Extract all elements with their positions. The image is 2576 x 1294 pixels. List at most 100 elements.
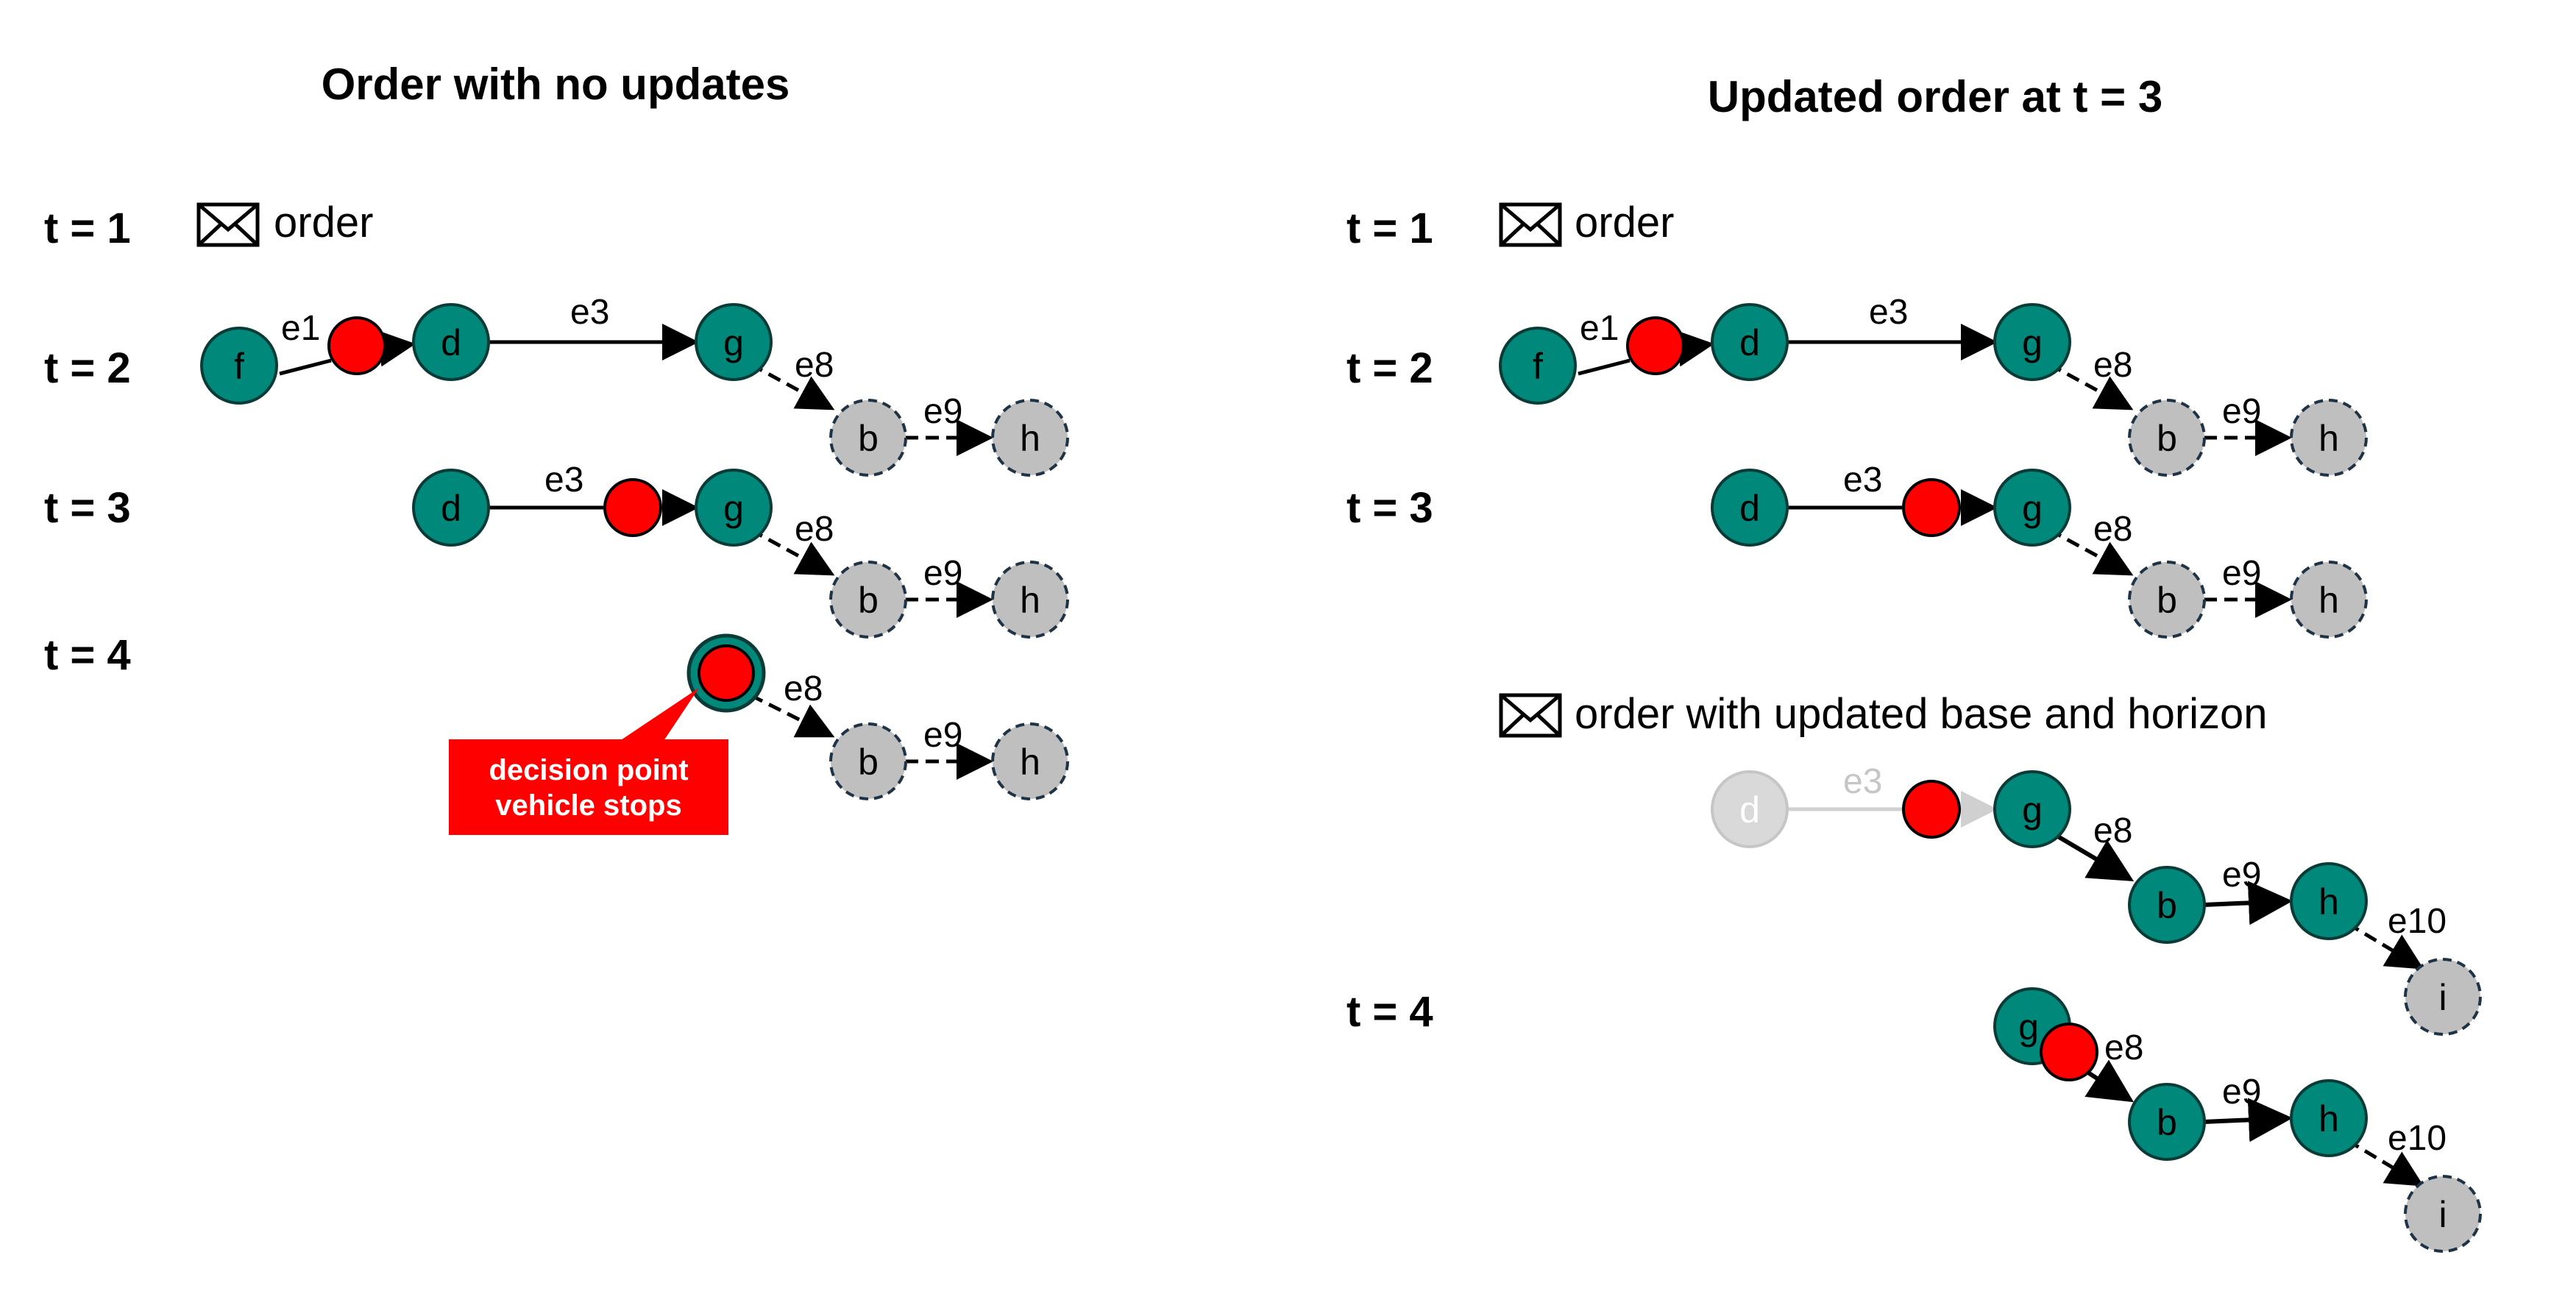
right-update-node-b: b	[2128, 866, 2206, 944]
left-t3-edge-e3: e3	[544, 461, 583, 500]
node-label-h: h	[1020, 418, 1040, 459]
left-t3-node-d: d	[412, 469, 490, 547]
right-time-label-3: t = 3	[1346, 484, 1433, 532]
left-t2-edge-e3: e3	[570, 293, 609, 332]
node-label-h: h	[2318, 1098, 2339, 1140]
node-label-g: g	[2022, 789, 2043, 831]
left-time-label-3: t = 3	[44, 484, 131, 532]
decision-point-callout: decision point vehicle stops	[449, 688, 728, 835]
left-t3-node-h: h	[991, 561, 1069, 639]
left-t3-edge-e8: e8	[795, 510, 834, 549]
right-update-node-d-faded: d	[1711, 770, 1789, 848]
node-label-f: f	[234, 346, 244, 387]
callout-line-2: vehicle stops	[495, 789, 681, 822]
right-update-decision-point	[1902, 780, 1961, 839]
left-t3-decision-point	[603, 478, 662, 537]
right-t3-node-b: b	[2128, 561, 2206, 639]
right-t2-edge-e9: e9	[2222, 392, 2261, 431]
node-label-b: b	[2157, 1102, 2177, 1143]
left-time-label-2: t = 2	[44, 344, 131, 392]
right-t2-edge-e8: e8	[2093, 346, 2132, 385]
left-t2-edge-e9: e9	[923, 392, 962, 431]
node-label-g: g	[723, 488, 744, 529]
node-label-h: h	[2318, 881, 2339, 922]
left-t2-node-f: f	[200, 327, 278, 405]
node-label-g: g	[2018, 1006, 2039, 1048]
node-label-i: i	[2438, 977, 2447, 1018]
node-label-b: b	[858, 580, 879, 621]
left-t3-node-g: g	[695, 469, 773, 547]
node-label-f: f	[1533, 346, 1543, 387]
right-update-node-g: g	[1993, 770, 2071, 848]
left-panel: Order with no updates t = 1 t = 2 t = 3 …	[44, 60, 1069, 835]
node-label-h: h	[1020, 580, 1040, 621]
right-t4-edge-e8: e8	[2104, 1028, 2143, 1067]
node-label-d: d	[1739, 322, 1760, 363]
node-label-b: b	[2157, 885, 2177, 926]
right-t4-node-b: b	[2128, 1083, 2206, 1161]
right-t4-decision-point	[2040, 1023, 2098, 1081]
right-t4-node-i: i	[2404, 1175, 2482, 1253]
left-t4-edge-e8: e8	[784, 669, 823, 708]
left-t4-node-b: b	[829, 722, 907, 800]
left-t2-node-g: g	[695, 303, 773, 381]
node-label-h: h	[1020, 742, 1040, 783]
right-t2-node-b: b	[2128, 399, 2206, 477]
node-label-b: b	[2157, 580, 2177, 621]
right-update-edge-e8: e8	[2093, 811, 2132, 850]
node-label-g: g	[2022, 322, 2043, 363]
right-update-edge-e3: e3	[1843, 762, 1882, 801]
right-t3-node-g: g	[1993, 469, 2071, 547]
left-t3-edge-e9: e9	[923, 554, 962, 593]
right-update-node-i: i	[2404, 958, 2482, 1036]
left-t2-decision-point	[327, 316, 386, 375]
left-t4-stopped-node	[686, 633, 766, 713]
right-time-label-4: t = 4	[1346, 988, 1433, 1036]
right-t4-edge-e9: e9	[2222, 1073, 2261, 1112]
right-order-message: order	[1575, 199, 1674, 246]
right-update-edge-e10: e10	[2388, 902, 2447, 941]
right-time-label-2: t = 2	[1346, 344, 1433, 392]
right-t4-edge-e10: e10	[2388, 1119, 2447, 1158]
right-update-message: order with updated base and horizon	[1575, 690, 2268, 738]
envelope-icon	[1499, 202, 1562, 247]
left-t4-node-h: h	[991, 722, 1069, 800]
node-label-g: g	[2022, 488, 2043, 529]
right-update-node-h: h	[2290, 862, 2368, 940]
right-title: Updated order at t = 3	[1708, 72, 2162, 121]
right-t2-node-f: f	[1499, 327, 1577, 405]
node-label-d: d	[1739, 488, 1760, 529]
right-t3-node-h: h	[2290, 561, 2368, 639]
right-panel: Updated order at t = 3 t = 1 t = 2 t = 3…	[1346, 72, 2482, 1253]
left-order-message: order	[274, 199, 373, 246]
envelope-icon	[196, 202, 260, 247]
right-t3-node-d: d	[1711, 469, 1789, 547]
node-label-h: h	[2318, 418, 2339, 459]
left-title: Order with no updates	[322, 60, 790, 109]
left-t2-node-b: b	[829, 399, 907, 477]
right-t3-edge-e8: e8	[2093, 510, 2132, 549]
right-update-edge-e9: e9	[2222, 856, 2261, 895]
left-t2-edge-e8: e8	[795, 346, 834, 385]
node-label-b: b	[2157, 418, 2177, 459]
right-t2-node-g: g	[1993, 303, 2071, 381]
right-t2-node-h: h	[2290, 399, 2368, 477]
left-t2-node-h: h	[991, 399, 1069, 477]
right-t3-edge-e9: e9	[2222, 554, 2261, 593]
left-t4-decision-point	[698, 644, 755, 702]
right-t2-decision-point	[1626, 316, 1685, 375]
right-t2-node-d: d	[1711, 303, 1789, 381]
node-label-d: d	[441, 488, 461, 529]
left-t2-node-d: d	[412, 303, 490, 381]
right-t4-node-h: h	[2290, 1079, 2368, 1157]
node-label-d: d	[1739, 789, 1760, 831]
right-t3-decision-point	[1902, 478, 1961, 537]
callout-line-1: decision point	[489, 754, 688, 786]
left-time-label-1: t = 1	[44, 205, 131, 252]
right-t2-edge-e1: e1	[1580, 309, 1619, 348]
left-t4-edge-e9: e9	[923, 716, 962, 755]
right-t2-edge-e3: e3	[1869, 293, 1908, 332]
node-label-h: h	[2318, 580, 2339, 621]
node-label-b: b	[858, 418, 879, 459]
